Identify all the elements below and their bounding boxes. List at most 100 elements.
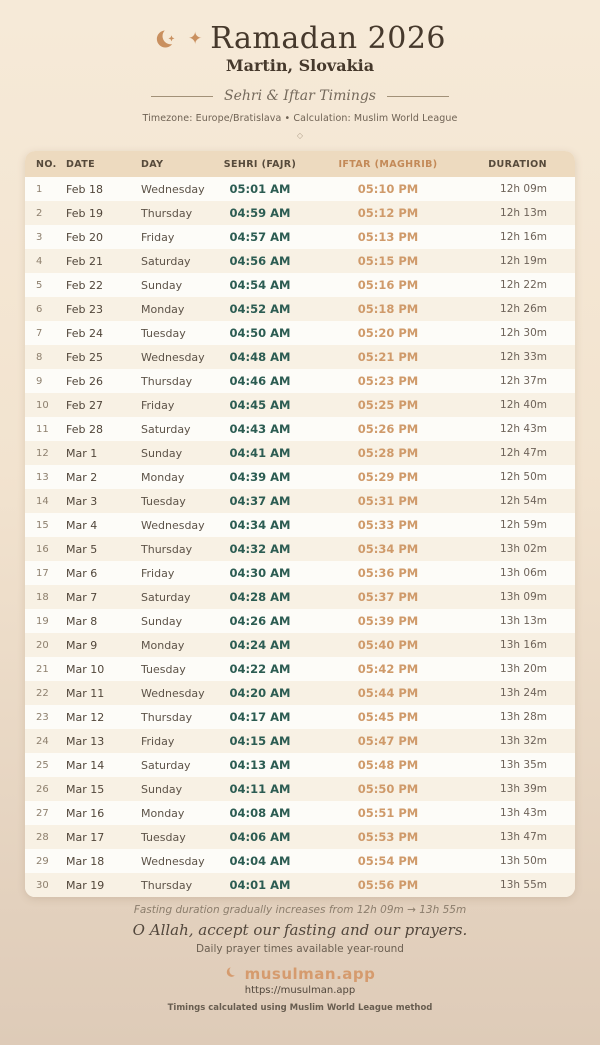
cell-date: Mar 10 bbox=[66, 662, 105, 676]
cell-date: Mar 5 bbox=[66, 542, 98, 556]
timings-table-card: NO. DATE DAY SEHRI (FAJR) IFTAR (MAGHRIB… bbox=[25, 151, 575, 897]
cell-duration: 13h 13m bbox=[500, 615, 547, 627]
cell-date: Mar 12 bbox=[66, 710, 105, 724]
cell-date: Mar 8 bbox=[66, 614, 98, 628]
table-row: 12 Mar 1 Sunday 04:41 AM 05:28 PM 12h 47m bbox=[25, 441, 575, 465]
cell-duration: 13h 16m bbox=[500, 639, 547, 651]
cell-iftar: 05:16 PM bbox=[357, 278, 419, 292]
cell-day: Saturday bbox=[141, 254, 191, 268]
cell-no: 22 bbox=[36, 687, 49, 699]
table-row: 2 Feb 19 Thursday 04:59 AM 05:12 PM 12h 13m bbox=[25, 201, 575, 225]
table-row: 21 Mar 10 Tuesday 04:22 AM 05:42 PM 13h 20m bbox=[25, 657, 575, 681]
cell-no: 8 bbox=[36, 351, 43, 363]
table-row: 18 Mar 7 Saturday 04:28 AM 05:37 PM 13h 09m bbox=[25, 585, 575, 609]
cell-date: Mar 15 bbox=[66, 782, 105, 796]
cell-duration: 12h 30m bbox=[500, 327, 547, 339]
crescent-icon bbox=[225, 964, 239, 983]
cell-iftar: 05:45 PM bbox=[357, 710, 419, 724]
cell-day: Saturday bbox=[141, 590, 191, 604]
cell-day: Tuesday bbox=[141, 830, 186, 844]
cell-day: Saturday bbox=[141, 422, 191, 436]
cell-iftar: 05:12 PM bbox=[357, 206, 419, 220]
cell-date: Mar 1 bbox=[66, 446, 98, 460]
cell-no: 14 bbox=[36, 495, 49, 507]
cell-duration: 12h 09m bbox=[500, 183, 547, 195]
cell-iftar: 05:23 PM bbox=[357, 374, 419, 388]
cell-day: Tuesday bbox=[141, 326, 186, 340]
cell-duration: 13h 47m bbox=[500, 831, 547, 843]
cell-duration: 12h 54m bbox=[500, 495, 547, 507]
cell-no: 26 bbox=[36, 783, 49, 795]
column-header-sehri: SEHRI (FAJR) bbox=[223, 158, 297, 170]
cell-no: 16 bbox=[36, 543, 49, 555]
table-row: 22 Mar 11 Wednesday 04:20 AM 05:44 PM 13h 24m bbox=[25, 681, 575, 705]
cell-iftar: 05:54 PM bbox=[357, 854, 419, 868]
cell-sehri: 04:20 AM bbox=[229, 686, 291, 700]
table-row: 17 Mar 6 Friday 04:30 AM 05:36 PM 13h 06m bbox=[25, 561, 575, 585]
cell-iftar: 05:28 PM bbox=[357, 446, 419, 460]
cell-day: Monday bbox=[141, 806, 185, 820]
cell-sehri: 04:30 AM bbox=[229, 566, 291, 580]
cell-duration: 13h 43m bbox=[500, 807, 547, 819]
cell-duration: 12h 37m bbox=[500, 375, 547, 387]
column-header-duration: DURATION bbox=[488, 158, 547, 170]
cell-duration: 12h 13m bbox=[500, 207, 547, 219]
cell-date: Mar 4 bbox=[66, 518, 98, 532]
cell-sehri: 04:13 AM bbox=[229, 758, 291, 772]
brand-name: musulman.app bbox=[244, 964, 376, 983]
cell-day: Saturday bbox=[141, 758, 191, 772]
table-row: 25 Mar 14 Saturday 04:13 AM 05:48 PM 13h 35m bbox=[25, 753, 575, 777]
cell-duration: 12h 33m bbox=[500, 351, 547, 363]
cell-no: 12 bbox=[36, 447, 49, 459]
cell-no: 13 bbox=[36, 471, 49, 483]
cell-sehri: 04:46 AM bbox=[229, 374, 291, 388]
cell-date: Feb 25 bbox=[66, 350, 103, 364]
title-row: ✦ Ramadan 2026 bbox=[0, 22, 600, 55]
cell-duration: 12h 26m bbox=[500, 303, 547, 315]
column-header-day: DAY bbox=[141, 158, 164, 170]
cell-iftar: 05:39 PM bbox=[357, 614, 419, 628]
cell-sehri: 04:57 AM bbox=[229, 230, 291, 244]
cell-sehri: 04:24 AM bbox=[229, 638, 291, 652]
cell-no: 23 bbox=[36, 711, 49, 723]
sparkle-icon: ✦ bbox=[187, 29, 203, 49]
cell-no: 20 bbox=[36, 639, 49, 651]
cell-date: Mar 14 bbox=[66, 758, 105, 772]
cell-iftar: 05:47 PM bbox=[357, 734, 419, 748]
daily-availability-note: Daily prayer times available year-round bbox=[196, 943, 404, 955]
cell-duration: 13h 02m bbox=[500, 543, 547, 555]
cell-sehri: 04:45 AM bbox=[229, 398, 291, 412]
divider-rule-left bbox=[151, 95, 213, 97]
cell-iftar: 05:21 PM bbox=[357, 350, 419, 364]
cell-no: 17 bbox=[36, 567, 49, 579]
cell-no: 25 bbox=[36, 759, 49, 771]
cell-iftar: 05:36 PM bbox=[357, 566, 419, 580]
cell-date: Mar 17 bbox=[66, 830, 105, 844]
table-row: 8 Feb 25 Wednesday 04:48 AM 05:21 PM 12h 33m bbox=[25, 345, 575, 369]
cell-day: Monday bbox=[141, 302, 185, 316]
calculation-method-note: Timings calculated using Muslim World Le… bbox=[167, 1003, 433, 1013]
cell-date: Mar 18 bbox=[66, 854, 105, 868]
table-row: 28 Mar 17 Tuesday 04:06 AM 05:53 PM 13h 47m bbox=[25, 825, 575, 849]
cell-duration: 12h 59m bbox=[500, 519, 547, 531]
cell-date: Feb 20 bbox=[66, 230, 103, 244]
table-row: 10 Feb 27 Friday 04:45 AM 05:25 PM 12h 40m bbox=[25, 393, 575, 417]
subtitle-row: Sehri & Iftar Timings bbox=[0, 88, 600, 104]
table-row: 3 Feb 20 Friday 04:57 AM 05:13 PM 12h 16m bbox=[25, 225, 575, 249]
table-row: 19 Mar 8 Sunday 04:26 AM 05:39 PM 13h 13m bbox=[25, 609, 575, 633]
cell-sehri: 04:15 AM bbox=[229, 734, 291, 748]
cell-day: Wednesday bbox=[141, 854, 205, 868]
cell-date: Mar 2 bbox=[66, 470, 98, 484]
cell-duration: 12h 16m bbox=[500, 231, 547, 243]
cell-sehri: 04:22 AM bbox=[229, 662, 291, 676]
column-header-iftar: IFTAR (MAGHRIB) bbox=[338, 158, 438, 170]
page-title: Ramadan 2026 bbox=[210, 21, 447, 56]
cell-no: 21 bbox=[36, 663, 49, 675]
cell-sehri: 04:04 AM bbox=[229, 854, 291, 868]
cell-no: 27 bbox=[36, 807, 49, 819]
cell-iftar: 05:48 PM bbox=[357, 758, 419, 772]
cell-sehri: 04:28 AM bbox=[229, 590, 291, 604]
cell-sehri: 04:54 AM bbox=[229, 278, 291, 292]
cell-day: Sunday bbox=[141, 446, 183, 460]
crescent-star-icon bbox=[154, 26, 180, 52]
